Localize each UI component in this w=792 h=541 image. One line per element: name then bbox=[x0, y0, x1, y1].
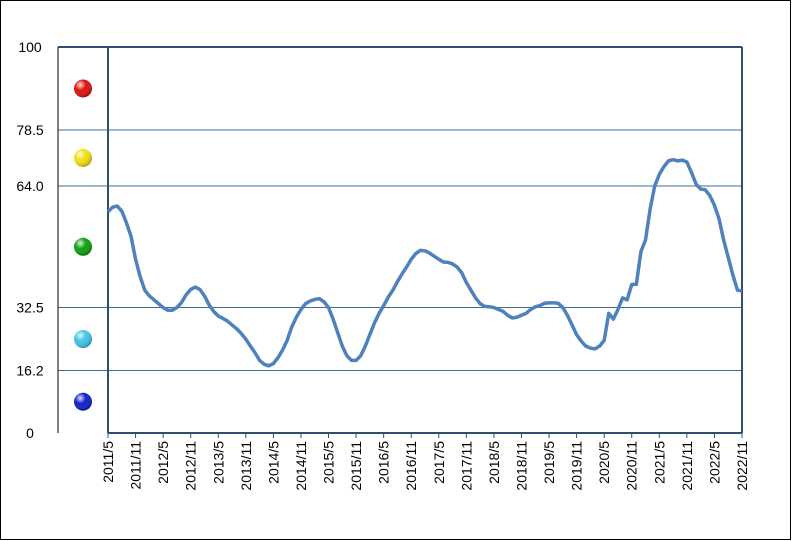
zone-indicator-shine bbox=[74, 148, 92, 167]
y-tick-label: 78.5 bbox=[16, 122, 43, 138]
x-tick-label: 2020/5 bbox=[596, 441, 612, 484]
zone-indicator-shine bbox=[74, 392, 92, 411]
x-tick-label: 2015/11 bbox=[348, 441, 364, 491]
x-tick-label: 2021/11 bbox=[679, 441, 695, 491]
x-tick-label: 2017/11 bbox=[458, 441, 474, 491]
y-tick-label: 0 bbox=[26, 425, 34, 441]
x-tick-label: 2013/11 bbox=[238, 441, 254, 491]
x-tick-label: 2012/11 bbox=[183, 441, 199, 491]
x-tick-label: 2016/5 bbox=[376, 441, 392, 484]
x-tick-label: 2019/11 bbox=[569, 441, 585, 491]
x-tick-label: 2022/11 bbox=[734, 441, 750, 491]
zone-indicator-shine bbox=[74, 330, 92, 349]
x-tick-label: 2014/11 bbox=[293, 441, 309, 491]
x-tick-label: 2022/5 bbox=[706, 441, 722, 484]
x-tick-label: 2018/5 bbox=[486, 441, 502, 484]
x-tick-label: 2014/5 bbox=[265, 441, 281, 484]
x-tick-label: 2019/5 bbox=[541, 441, 557, 484]
x-tick-label: 2016/11 bbox=[403, 441, 419, 491]
zone-indicator-shine bbox=[74, 79, 92, 98]
x-tick-label: 2017/5 bbox=[431, 441, 447, 484]
x-tick-label: 2012/5 bbox=[155, 441, 171, 484]
x-tick-label: 2013/5 bbox=[210, 441, 226, 484]
x-tick-label: 2021/5 bbox=[651, 441, 667, 484]
x-tick-label: 2015/5 bbox=[321, 441, 337, 484]
x-tick-label: 2020/11 bbox=[624, 441, 640, 491]
x-tick-label: 2011/11 bbox=[128, 441, 144, 490]
y-tick-label: 64.0 bbox=[16, 178, 43, 194]
y-tick-label: 32.5 bbox=[16, 300, 43, 316]
zone-indicator-shine bbox=[74, 237, 92, 256]
y-tick-label: 16.2 bbox=[16, 362, 43, 378]
x-tick-label: 2011/5 bbox=[100, 441, 116, 483]
data-line bbox=[106, 157, 743, 368]
y-tick-label: 100 bbox=[18, 39, 42, 55]
x-tick-label: 2018/11 bbox=[513, 441, 529, 491]
